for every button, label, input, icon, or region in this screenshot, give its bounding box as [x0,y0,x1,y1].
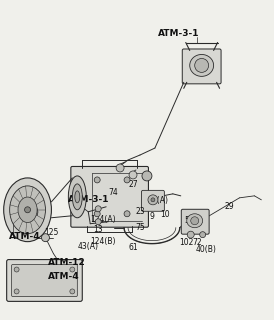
Ellipse shape [75,191,80,203]
FancyBboxPatch shape [182,49,221,84]
Circle shape [94,211,100,217]
Ellipse shape [68,176,86,218]
Circle shape [124,177,130,183]
Circle shape [25,207,30,213]
Text: 72: 72 [193,238,202,247]
Text: 74: 74 [108,188,118,197]
Text: 40(A): 40(A) [148,196,169,205]
Ellipse shape [10,186,45,234]
Ellipse shape [195,59,209,72]
Circle shape [142,171,152,181]
Text: 9: 9 [150,212,155,221]
Text: 10: 10 [160,210,170,219]
Text: 40(B): 40(B) [196,244,216,254]
Circle shape [70,267,75,272]
Text: 23: 23 [135,207,145,216]
Text: 124(A): 124(A) [90,215,116,224]
FancyBboxPatch shape [181,209,209,234]
Text: 27: 27 [128,180,138,189]
Circle shape [70,289,75,294]
Circle shape [14,267,19,272]
FancyBboxPatch shape [71,166,149,227]
Text: ATM-3-1: ATM-3-1 [158,28,199,37]
Circle shape [191,217,199,225]
Circle shape [94,177,100,183]
Text: 102: 102 [179,238,193,247]
FancyBboxPatch shape [12,265,77,296]
Text: 13: 13 [93,225,103,234]
Ellipse shape [190,54,214,76]
Text: 29: 29 [225,202,234,211]
Text: 59: 59 [185,216,195,225]
Ellipse shape [4,178,52,242]
Circle shape [14,289,19,294]
Text: ATM-3-1: ATM-3-1 [68,195,110,204]
FancyBboxPatch shape [141,190,164,211]
Text: 125: 125 [44,228,59,237]
Circle shape [116,164,124,172]
Circle shape [41,234,49,242]
Circle shape [129,171,137,179]
Text: 43(B): 43(B) [19,208,39,217]
FancyBboxPatch shape [7,260,82,301]
Circle shape [95,219,101,225]
Circle shape [151,198,155,202]
Circle shape [200,232,206,238]
Circle shape [148,195,158,205]
Text: 61: 61 [128,243,138,252]
Text: ATM-4: ATM-4 [48,271,80,281]
Text: 124(B): 124(B) [90,237,116,246]
Circle shape [95,206,101,212]
Circle shape [187,231,194,238]
Circle shape [124,211,130,217]
Text: ATM-4: ATM-4 [9,232,40,241]
Text: ATM-12: ATM-12 [48,258,86,267]
Ellipse shape [187,214,203,228]
Ellipse shape [72,184,82,210]
Ellipse shape [18,197,37,222]
Text: 43(A): 43(A) [77,242,98,251]
Text: 75: 75 [135,223,145,232]
